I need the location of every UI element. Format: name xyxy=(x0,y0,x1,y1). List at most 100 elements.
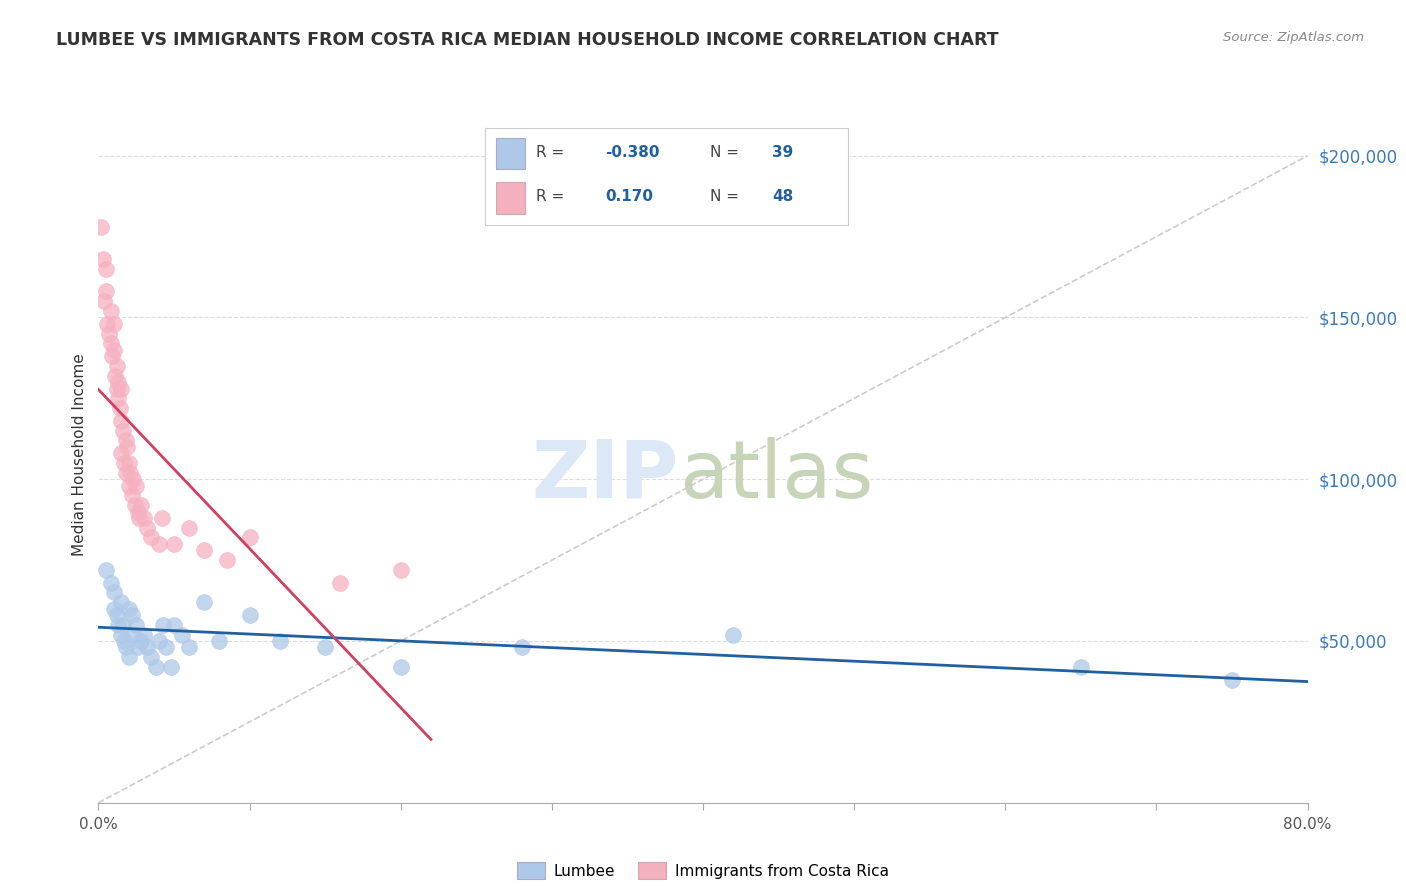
Point xyxy=(121,608,143,623)
Point xyxy=(108,401,131,415)
Point xyxy=(94,285,117,299)
Point xyxy=(160,660,183,674)
Point xyxy=(239,608,262,623)
Point xyxy=(118,456,141,470)
Point xyxy=(127,640,149,655)
Point xyxy=(135,521,157,535)
Point xyxy=(239,531,262,545)
Bar xyxy=(496,137,526,169)
Point xyxy=(110,446,132,460)
Point xyxy=(1070,660,1092,674)
Point xyxy=(118,478,141,492)
Point xyxy=(94,261,117,276)
Point xyxy=(105,359,128,373)
Point xyxy=(163,617,186,632)
Text: ZIP: ZIP xyxy=(531,437,679,515)
Y-axis label: Median Household Income: Median Household Income xyxy=(72,353,87,557)
Point xyxy=(148,537,170,551)
Point xyxy=(510,640,533,655)
Point xyxy=(314,640,336,655)
Point xyxy=(114,434,136,448)
Point xyxy=(148,634,170,648)
Point xyxy=(94,563,117,577)
Point xyxy=(112,456,135,470)
Point xyxy=(100,575,122,590)
Point xyxy=(124,498,146,512)
Point xyxy=(141,531,163,545)
Point xyxy=(208,634,231,648)
Point xyxy=(179,640,201,655)
Point xyxy=(150,511,173,525)
Point xyxy=(110,595,132,609)
Text: R =: R = xyxy=(536,145,569,160)
Point xyxy=(122,472,145,486)
Point xyxy=(110,627,132,641)
Point xyxy=(125,617,148,632)
Point xyxy=(90,219,112,234)
Point xyxy=(96,317,118,331)
Point xyxy=(103,601,125,615)
Point xyxy=(91,252,114,267)
Point xyxy=(110,414,132,428)
Point xyxy=(389,563,412,577)
Text: Source: ZipAtlas.com: Source: ZipAtlas.com xyxy=(1223,31,1364,45)
Point xyxy=(100,304,122,318)
Point xyxy=(103,317,125,331)
Point xyxy=(141,650,163,665)
Text: 0.170: 0.170 xyxy=(605,188,652,203)
Point xyxy=(104,368,127,383)
Point xyxy=(100,336,122,351)
Point xyxy=(145,660,167,674)
Point xyxy=(105,382,128,396)
Text: R =: R = xyxy=(536,188,569,203)
Point xyxy=(110,382,132,396)
Point xyxy=(98,326,121,341)
Point xyxy=(114,640,136,655)
Point xyxy=(118,601,141,615)
Point xyxy=(127,504,149,518)
Point xyxy=(103,585,125,599)
Legend: Lumbee, Immigrants from Costa Rica: Lumbee, Immigrants from Costa Rica xyxy=(510,855,896,886)
Point xyxy=(105,608,128,623)
Bar xyxy=(496,183,526,213)
Text: 39: 39 xyxy=(772,145,793,160)
Point xyxy=(115,440,138,454)
Point xyxy=(215,553,238,567)
Text: N =: N = xyxy=(710,188,744,203)
Point xyxy=(122,627,145,641)
Point xyxy=(107,375,129,389)
Point xyxy=(120,466,142,480)
Point xyxy=(101,349,124,363)
Point xyxy=(163,537,186,551)
Point xyxy=(93,294,115,309)
Point xyxy=(128,511,150,525)
Point xyxy=(179,521,201,535)
Point xyxy=(125,478,148,492)
Point xyxy=(107,617,129,632)
Point xyxy=(129,498,152,512)
Point xyxy=(107,392,129,406)
Text: N =: N = xyxy=(710,145,744,160)
Point xyxy=(121,488,143,502)
Text: atlas: atlas xyxy=(679,437,873,515)
Point xyxy=(389,660,412,674)
Point xyxy=(118,650,141,665)
Point xyxy=(1220,673,1243,687)
Text: -0.380: -0.380 xyxy=(605,145,659,160)
Point xyxy=(103,343,125,357)
Point xyxy=(111,424,134,438)
Point xyxy=(193,543,215,558)
Point xyxy=(723,627,745,641)
Point xyxy=(132,627,155,641)
Point xyxy=(112,634,135,648)
Point xyxy=(111,617,134,632)
Point xyxy=(132,511,155,525)
Point xyxy=(114,466,136,480)
Point xyxy=(152,617,174,632)
Point xyxy=(135,640,157,655)
Point xyxy=(193,595,215,609)
Point xyxy=(329,575,352,590)
Text: LUMBEE VS IMMIGRANTS FROM COSTA RICA MEDIAN HOUSEHOLD INCOME CORRELATION CHART: LUMBEE VS IMMIGRANTS FROM COSTA RICA MED… xyxy=(56,31,998,49)
Point xyxy=(155,640,177,655)
Point xyxy=(269,634,291,648)
